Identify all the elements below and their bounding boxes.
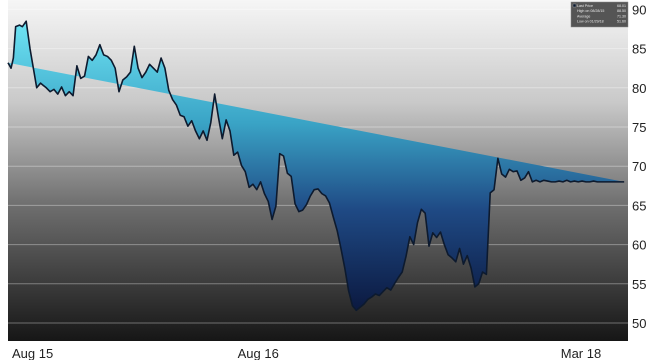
price-line (7, 20, 625, 312)
legend-swatch (572, 3, 577, 8)
legend-box (570, 1, 629, 28)
y-tick-label: 85 (632, 42, 646, 57)
y-tick-label: 60 (632, 238, 646, 253)
y-tick-label: 70 (632, 159, 646, 174)
y-tick-label: 65 (632, 198, 646, 213)
y-tick-label: 75 (632, 120, 646, 135)
y-tick-label: 90 (632, 2, 646, 17)
legend-value: 68.01 (617, 4, 626, 8)
y-tick-label: 50 (632, 316, 646, 331)
y-axis-ticks: 50 55 60 65 70 75 80 85 90 (632, 2, 646, 331)
x-tick-label: Aug 15 (12, 346, 53, 360)
legend-label: High on 08/28/15 (577, 9, 604, 13)
legend-value: 71.30 (617, 14, 626, 18)
legend-label: Average (577, 14, 590, 18)
price-area (8, 21, 625, 311)
x-axis-ticks: Aug 15 Aug 16 Mar 18 (12, 346, 601, 360)
legend-value: 51.60 (617, 20, 626, 24)
x-tick-label: Aug 16 (238, 346, 279, 360)
legend-value: 88.50 (617, 9, 626, 13)
legend-label: Low on 01/29/18 (577, 20, 604, 24)
y-tick-label: 80 (632, 81, 646, 96)
x-tick-label: Mar 18 (561, 346, 601, 360)
legend-label: Last Price (577, 4, 593, 8)
legend: Last Price 68.01 High on 08/28/15 88.50 Aver… (570, 1, 629, 28)
y-tick-label: 55 (632, 277, 646, 292)
